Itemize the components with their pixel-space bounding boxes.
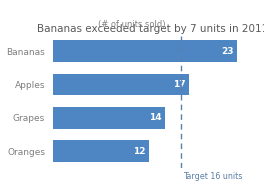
Text: 23: 23 xyxy=(222,47,234,56)
Bar xyxy=(53,107,165,129)
Bar xyxy=(53,140,149,162)
Text: 14: 14 xyxy=(149,113,162,122)
Text: 12: 12 xyxy=(133,147,146,156)
Text: 17: 17 xyxy=(173,80,186,89)
Bar xyxy=(53,74,189,95)
Bar xyxy=(53,40,237,62)
Text: (# of units sold): (# of units sold) xyxy=(98,20,166,29)
Text: Target 16 units: Target 16 units xyxy=(183,172,242,181)
Title: Bananas exceeded target by 7 units in 2011: Bananas exceeded target by 7 units in 20… xyxy=(37,24,264,34)
